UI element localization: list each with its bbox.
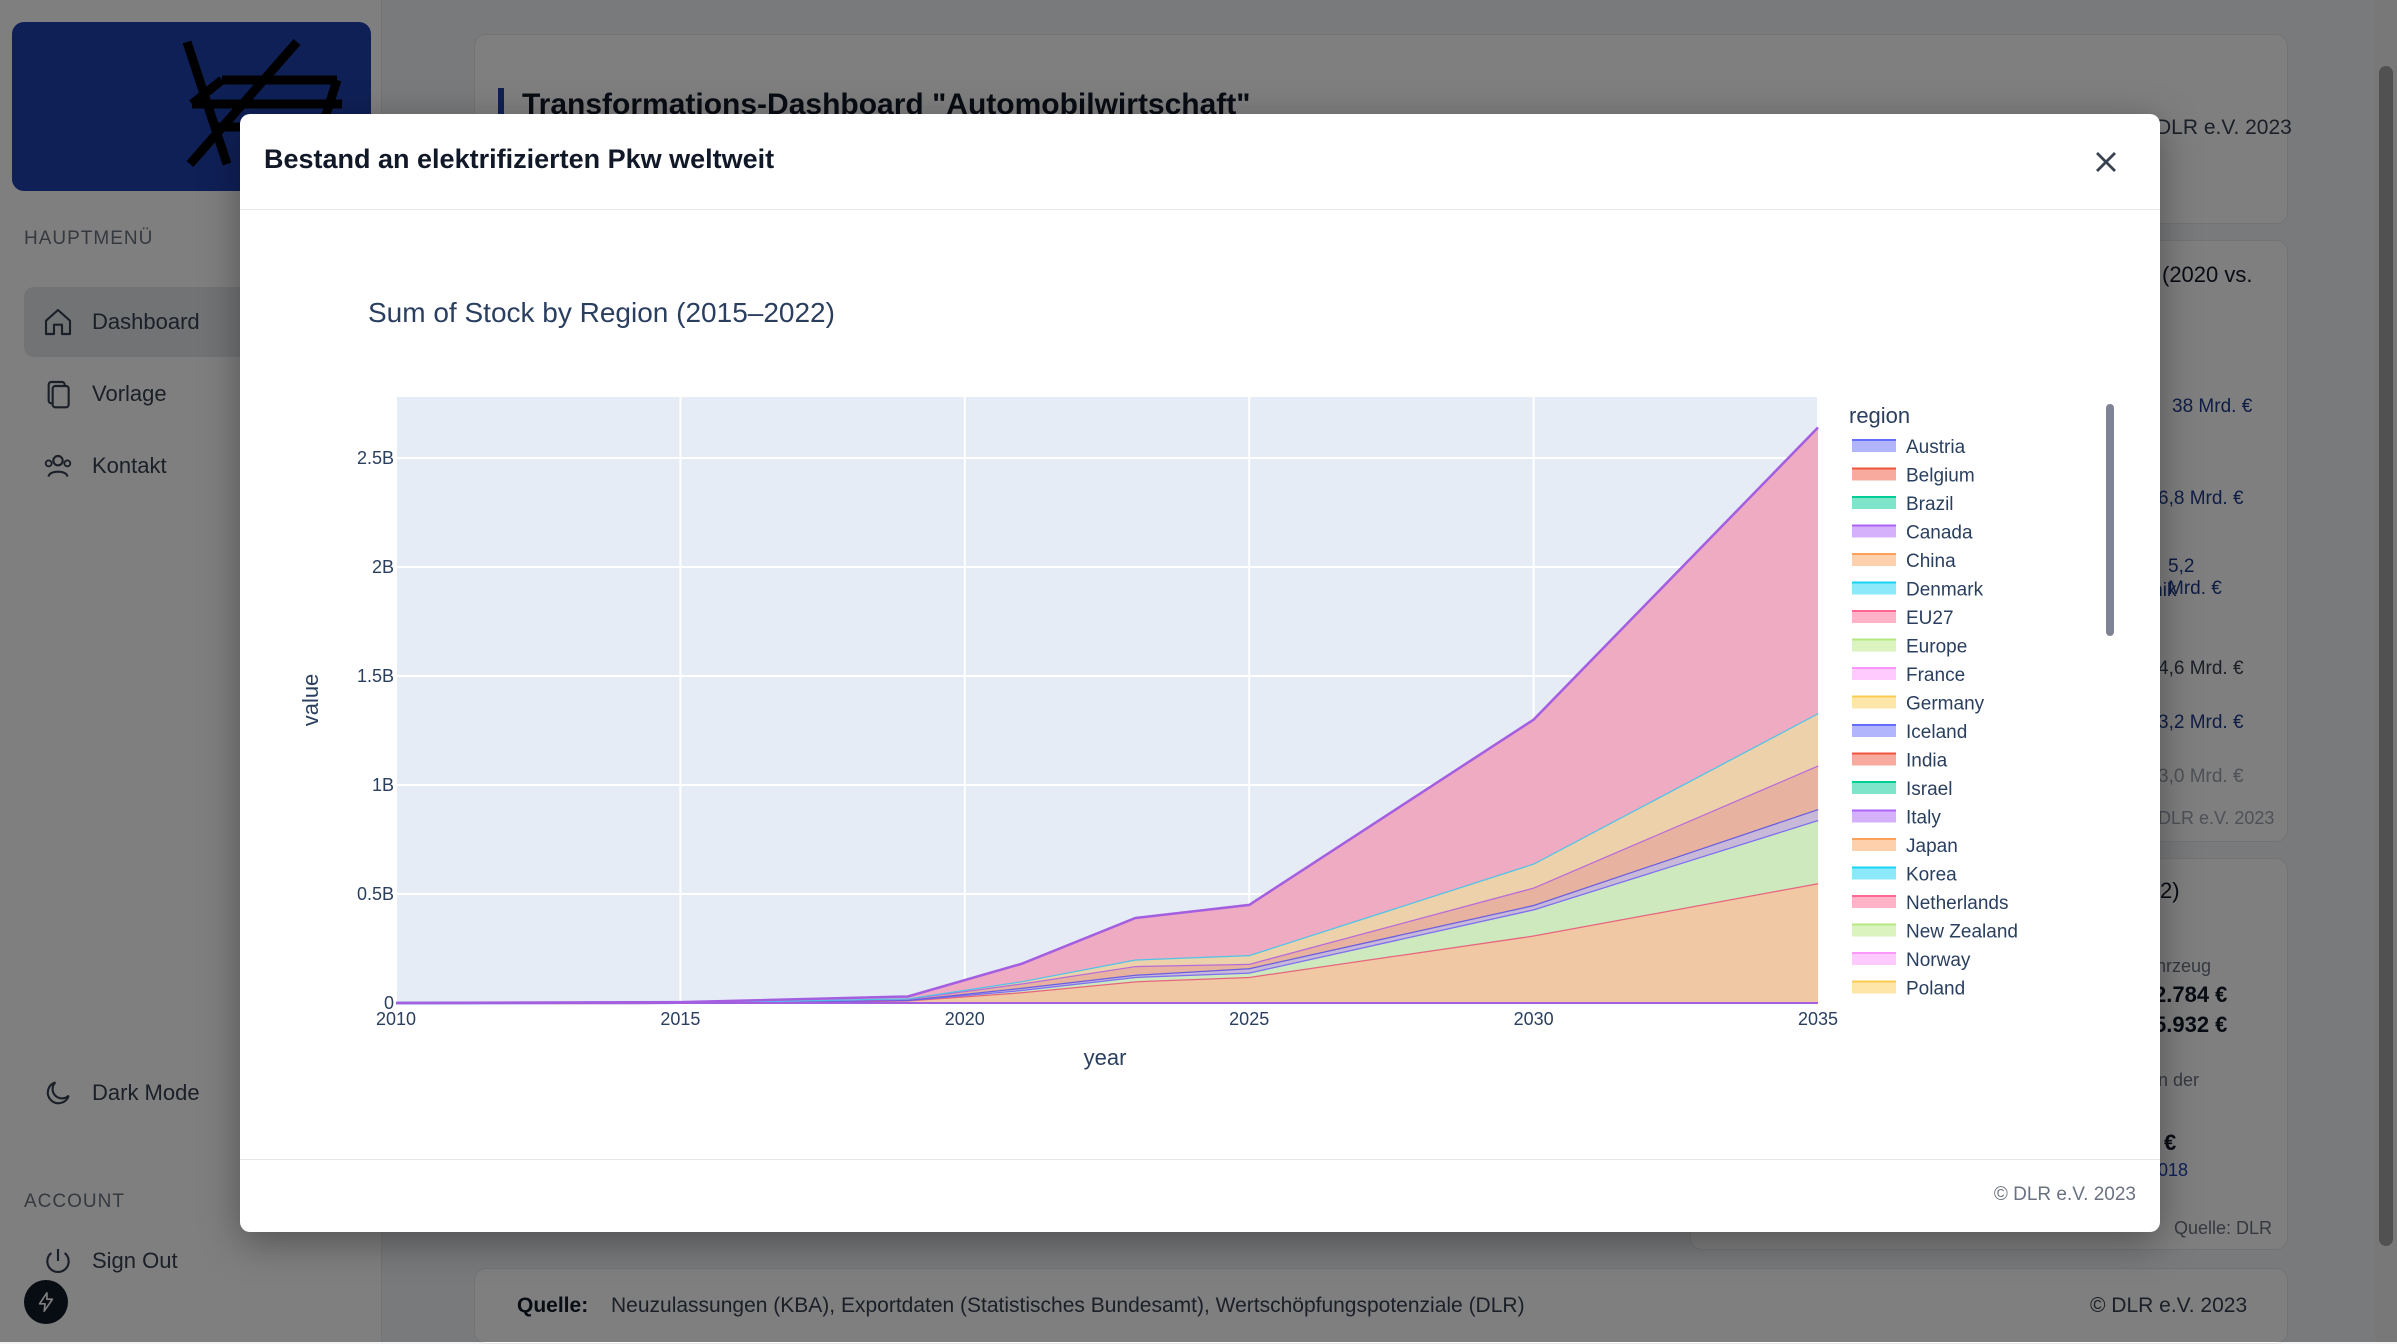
area-layer-5[interactable] <box>396 427 1818 1004</box>
legend-label: Italy <box>1906 808 1941 829</box>
chart-modal: Bestand an elektrifizierten Pkw weltweit… <box>240 114 2160 1232</box>
legend-swatch <box>1852 782 1896 794</box>
area-layer-1[interactable] <box>396 819 1818 1003</box>
legend-label: Germany <box>1906 694 1985 715</box>
legend-item-italy[interactable]: Italy <box>1852 808 1941 829</box>
chart-title: Sum of Stock by Region (2015–2022) <box>368 297 835 328</box>
legend-item-norway[interactable]: Norway <box>1852 950 1971 971</box>
plot-area: 2010 2015 2020 2025 2030 2035 0 0.5B 1B 1.5B 2B 2.5… <box>357 397 1838 1029</box>
legend-item-iceland[interactable]: Iceland <box>1852 722 1967 743</box>
legend-item-israel[interactable]: Israel <box>1852 779 1952 800</box>
legend-item-netherlands[interactable]: Netherlands <box>1852 893 2008 914</box>
legend-label: Netherlands <box>1906 893 2008 914</box>
legend-item-denmark[interactable]: Denmark <box>1852 580 1984 601</box>
legend-label: India <box>1906 751 1948 772</box>
legend-swatch <box>1852 867 1896 880</box>
legend-swatch <box>1852 639 1896 652</box>
area-line-5 <box>395 426 1819 1005</box>
legend-scrollbar[interactable] <box>2106 404 2114 636</box>
legend-swatch <box>1852 525 1896 538</box>
legend-item-eu27[interactable]: EU27 <box>1852 608 1954 629</box>
legend-swatch <box>1852 953 1896 965</box>
legend-swatch <box>1852 554 1896 566</box>
legend-label: Brazil <box>1906 494 1954 515</box>
legend-swatch <box>1852 924 1896 937</box>
y-tick-label: 0 <box>384 993 394 1013</box>
legend-swatch <box>1852 468 1896 481</box>
legend-item-germany[interactable]: Germany <box>1852 694 1985 715</box>
legend-label: Poland <box>1906 979 1965 1000</box>
legend-title: region <box>1849 403 1910 428</box>
legend-swatch <box>1852 497 1896 509</box>
legend-swatch <box>1852 440 1896 452</box>
legend-label: Israel <box>1906 779 1952 800</box>
legend-label: France <box>1906 665 1965 686</box>
stock-area-chart[interactable]: Sum of Stock by Region (2015–2022) 2010 2… <box>240 114 2160 1159</box>
legend-label: EU27 <box>1906 608 1954 629</box>
legend: Austria Belgium Brazil Canada China Denmark EU… <box>1852 437 2018 1000</box>
legend-item-france[interactable]: France <box>1852 665 1965 686</box>
y-tick-label: 1B <box>372 775 394 795</box>
modal-footer: © DLR e.V. 2023 <box>240 1159 2160 1232</box>
legend-item-europe[interactable]: Europe <box>1852 637 1967 658</box>
legend-swatch <box>1852 725 1896 737</box>
modal-footer-copyright: © DLR e.V. 2023 <box>1993 1184 2136 1205</box>
y-tick-label: 2.5B <box>357 448 394 468</box>
legend-item-austria[interactable]: Austria <box>1852 437 1966 458</box>
legend-swatch <box>1852 753 1896 766</box>
legend-swatch <box>1852 981 1896 994</box>
x-tick-label: 2030 <box>1514 1009 1554 1029</box>
legend-item-belgium[interactable]: Belgium <box>1852 466 1975 487</box>
legend-item-japan[interactable]: Japan <box>1852 836 1958 857</box>
x-tick-label: 2010 <box>376 1009 416 1029</box>
legend-swatch <box>1852 696 1896 709</box>
legend-swatch <box>1852 839 1896 851</box>
x-axis-label: year <box>1084 1045 1127 1070</box>
legend-label: Austria <box>1906 437 1966 458</box>
legend-item-brazil[interactable]: Brazil <box>1852 494 1954 515</box>
legend-item-new-zealand[interactable]: New Zealand <box>1852 922 2018 943</box>
legend-swatch <box>1852 896 1896 908</box>
legend-label: Europe <box>1906 637 1967 658</box>
legend-swatch <box>1852 668 1896 680</box>
y-axis-label: value <box>298 674 323 727</box>
legend-swatch <box>1852 810 1896 823</box>
legend-item-china[interactable]: China <box>1852 551 1956 572</box>
modal-title: Bestand an elektrifizierten Pkw weltweit <box>264 144 775 174</box>
legend-label: China <box>1906 551 1956 572</box>
x-tick-label: 2020 <box>945 1009 985 1029</box>
x-tick-label: 2015 <box>660 1009 700 1029</box>
x-tick-label: 2025 <box>1229 1009 1269 1029</box>
x-tick-label: 2035 <box>1798 1009 1838 1029</box>
legend-label: Belgium <box>1906 466 1975 487</box>
legend-label: Canada <box>1906 523 1973 544</box>
legend-label: Japan <box>1906 836 1958 857</box>
legend-item-korea[interactable]: Korea <box>1852 865 1957 886</box>
legend-item-canada[interactable]: Canada <box>1852 523 1973 544</box>
legend-label: Korea <box>1906 865 1957 886</box>
legend-swatch <box>1852 611 1896 623</box>
legend-label: New Zealand <box>1906 922 2018 943</box>
modal-header: Bestand an elektrifizierten Pkw weltweit <box>240 114 2160 210</box>
legend-label: Norway <box>1906 950 1971 971</box>
area-layer-0[interactable] <box>396 883 1818 1003</box>
y-tick-label: 0.5B <box>357 884 394 904</box>
y-tick-label: 2B <box>372 557 394 577</box>
legend-swatch <box>1852 582 1896 595</box>
legend-label: Iceland <box>1906 722 1967 743</box>
y-tick-label: 1.5B <box>357 666 394 686</box>
legend-label: Denmark <box>1906 580 1984 601</box>
legend-item-poland[interactable]: Poland <box>1852 979 1965 1000</box>
close-icon[interactable] <box>2088 144 2124 180</box>
legend-item-india[interactable]: India <box>1852 751 1948 772</box>
